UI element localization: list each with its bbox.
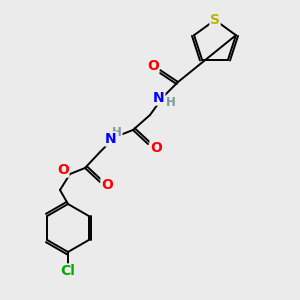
Text: O: O: [101, 178, 113, 192]
Text: O: O: [57, 163, 69, 177]
Text: H: H: [112, 125, 122, 139]
Text: S: S: [210, 13, 220, 27]
Text: H: H: [166, 97, 176, 110]
Text: N: N: [153, 91, 165, 105]
Text: O: O: [150, 141, 162, 155]
Text: Cl: Cl: [61, 264, 75, 278]
Text: N: N: [105, 132, 117, 146]
Text: O: O: [147, 59, 159, 73]
